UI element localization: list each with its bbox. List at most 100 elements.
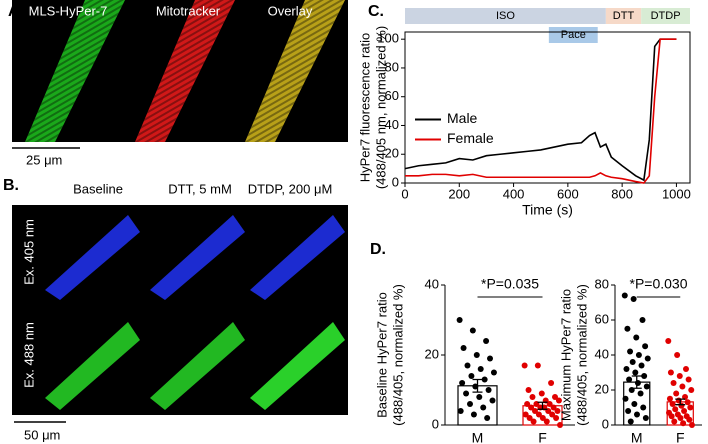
data-point [464,362,471,369]
x-tick-label: 800 [611,186,633,201]
data-point [625,408,632,414]
data-point [642,415,649,421]
data-point [484,415,491,421]
data-point [554,408,561,414]
data-point [627,348,634,355]
significance: *P=0.035 [481,276,539,292]
data-point [624,325,631,332]
series-line [405,38,677,184]
y-tick-label: 100 [377,31,399,46]
data-point [643,383,650,390]
data-point [637,390,644,397]
data-point [456,317,463,323]
data-point [469,327,476,334]
data-point [670,380,677,386]
data-point [549,411,556,418]
data-point [470,411,477,418]
column-label: Baseline [73,181,123,196]
y-tick-label: 40 [425,276,439,291]
channel-label: Mitotracker [156,3,221,18]
data-point [631,401,638,407]
x-tick-label: 400 [503,186,525,201]
data-point [633,334,640,341]
data-point [674,352,681,358]
data-point [548,380,555,386]
scale-label: 25 μm [26,152,62,167]
data-point [534,362,541,369]
data-point [688,387,695,393]
y-tick-label: 20 [385,146,399,161]
data-point [466,401,473,407]
data-point [457,408,464,414]
data-point [667,369,674,376]
data-point [525,387,532,393]
data-point [473,352,480,358]
x-tick-label: 1000 [662,186,691,201]
data-point [528,404,535,411]
y-tick-label: 0 [392,174,399,189]
data-point [531,408,538,414]
data-point [680,420,687,427]
data-point [468,373,475,379]
data-point [529,394,536,400]
protocol-bar [405,8,606,24]
data-point [666,395,673,402]
data-point [671,418,678,425]
data-point [552,394,559,400]
micrographs-a [25,0,345,142]
channel-label: MLS-HyPer-7 [29,3,108,18]
data-point [644,355,651,362]
x-tick-label: 0 [401,186,408,201]
data-point [688,422,695,428]
y-tick-label: 80 [385,59,399,74]
data-point [687,404,694,411]
y-tick-label: 0 [432,416,439,431]
data-point [642,343,649,350]
error-bar [472,378,483,393]
data-point [521,362,528,369]
data-point [673,390,680,397]
data-point [686,416,693,423]
y-axis-label: (488/405 nm, normalized %) [373,26,388,189]
protocol-bar [548,27,598,43]
data-point [543,418,550,425]
y-tick-label: 60 [595,311,609,326]
channel-label: Overlay [268,3,313,18]
data-point [634,380,641,386]
x-tick-label: M [631,430,643,444]
data-point [522,411,529,418]
data-point [630,296,637,302]
data-point [480,404,487,411]
data-point [459,380,466,386]
data-point [538,390,545,397]
data-point [639,317,646,323]
y-tick-label: 40 [385,117,399,132]
y-axis-label: (488/405, normalized %) [390,284,405,426]
panel-label: B. [3,177,19,194]
scale-label: 50 μm [24,427,60,442]
data-point [535,411,542,418]
data-point [546,401,553,407]
data-point [553,415,560,421]
data-point [483,338,490,344]
significance: *P=0.030 [630,276,688,292]
y-tick-label: 80 [595,276,609,291]
data-point [526,415,533,421]
protocol-bar [641,8,690,24]
data-point [684,399,691,406]
row-label: Ex. 488 nm [21,322,36,388]
data-point [633,411,640,418]
data-point [679,383,686,390]
data-point [539,415,546,421]
data-point [641,373,648,379]
data-point [622,395,629,402]
data-point [485,387,492,393]
data-point [476,394,483,400]
y-axis-label: (488/405, normalized %) [574,284,589,426]
data-point [675,397,682,404]
data-point [669,401,676,407]
data-point [629,359,636,365]
panel-label: A. [8,3,24,20]
error-bar [631,375,642,389]
data-point [685,376,692,383]
